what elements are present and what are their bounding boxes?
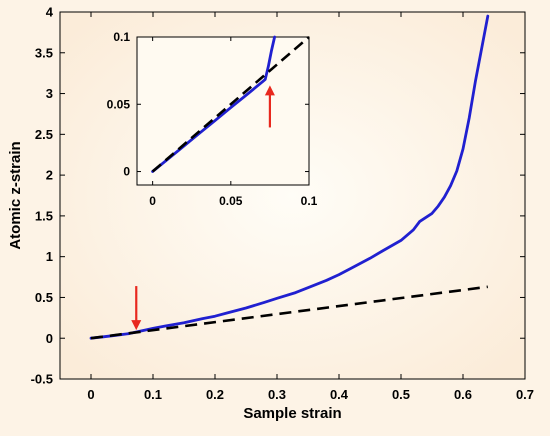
main-y-tick-label: 1.5 <box>35 208 53 223</box>
main-y-tick-label: -0.5 <box>31 372 53 387</box>
main-x-tick-label: 0 <box>87 387 94 402</box>
inset-x-tick-label: 0.05 <box>219 194 243 208</box>
main-y-tick-label: 2.5 <box>35 127 53 142</box>
main-x-tick-label: 0.2 <box>206 387 224 402</box>
inset-y-tick-label: 0 <box>123 165 130 179</box>
main-y-tick-label: 3.5 <box>35 45 53 60</box>
inset-x-tick-label: 0.1 <box>301 194 318 208</box>
arrow-head <box>264 85 275 96</box>
main-x-tick-label: 0.5 <box>392 387 410 402</box>
main-x-tick-label: 0.4 <box>330 387 349 402</box>
main-y-tick-label: 4 <box>46 5 54 20</box>
main-x-tick-label: 0.6 <box>454 387 472 402</box>
main-y-tick-label: 2 <box>46 168 53 183</box>
inset-annotations <box>264 85 275 128</box>
inset-series <box>151 35 310 173</box>
main-x-tick-label: 0.1 <box>144 387 162 402</box>
main-x-tick-label: 0.7 <box>516 387 534 402</box>
main-x-tick-label: 0.3 <box>268 387 286 402</box>
main-annotations <box>131 286 142 331</box>
y-axis-title: Atomic z-strain <box>7 141 24 249</box>
inset-y-tick-label: 0.1 <box>113 30 130 44</box>
inset-ticks: 0 0.05 0.1 0 0.05 0.1 <box>107 30 318 208</box>
inset-x-tick-label: 0 <box>149 194 156 208</box>
inset-plot: 0 0.05 0.1 0 0.05 0.1 <box>107 30 318 208</box>
main-y-tick-label: 1 <box>46 249 53 264</box>
x-axis-title: Sample strain <box>243 405 341 422</box>
main-y-tick-label: 0 <box>46 331 53 346</box>
main-series <box>89 14 490 340</box>
inset-arrow-annotation <box>264 85 275 128</box>
main-dashed-reference-line <box>90 285 488 340</box>
arrow-head <box>131 320 142 331</box>
main-y-tick-label: 0.5 <box>35 290 53 305</box>
inset-y-tick-label: 0.05 <box>107 97 131 111</box>
main-data-curve <box>89 14 490 340</box>
main-ticks: 0 0.1 0.2 0.3 0.4 0.5 0.6 0.7 -0.5 0 0.5 1 1.5 2 2.5 3 3… <box>31 5 534 402</box>
main-arrow-annotation <box>131 286 142 331</box>
main-y-tick-label: 3 <box>46 86 53 101</box>
inset-dashed-reference-line <box>151 36 310 173</box>
